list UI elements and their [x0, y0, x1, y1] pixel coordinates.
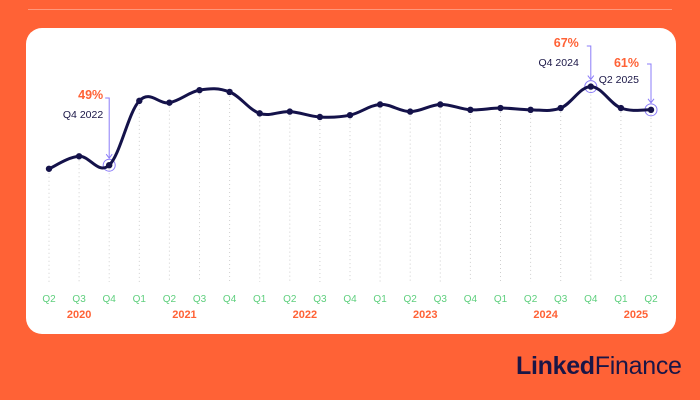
data-point-2	[106, 162, 113, 169]
logo-part-linked: Linked	[516, 352, 595, 380]
year-tick-labels: 2020 2021 2022 2023 2024 2025	[67, 309, 648, 321]
data-point-6	[226, 88, 233, 96]
data-point-14	[467, 106, 474, 114]
quarter-label-11: Q1	[373, 294, 387, 305]
callout-arrow-1	[587, 75, 595, 81]
callout-value-0: 49%	[78, 88, 103, 102]
quarter-label-10: Q4	[343, 294, 357, 305]
data-point-20	[647, 106, 655, 114]
year-label-2022: 2022	[293, 309, 317, 321]
year-label-2024: 2024	[533, 309, 558, 321]
callout-label-1: Q4 2024	[539, 57, 579, 69]
chart-card: 49% Q4 2022 67% Q4 2024 61% Q2 2025 Q2 Q3 Q4 Q1 Q…	[26, 28, 676, 334]
data-point-12	[407, 108, 414, 115]
data-point-0	[45, 165, 53, 172]
quarter-label-14: Q4	[464, 294, 478, 305]
quarter-label-0: Q2	[42, 294, 56, 305]
data-point-3	[136, 97, 143, 105]
quarter-label-1: Q3	[72, 294, 86, 305]
callout-leader-1	[586, 45, 592, 80]
data-point-15	[497, 104, 504, 112]
data-points	[45, 83, 655, 172]
data-point-5	[196, 86, 203, 94]
quarter-label-15: Q1	[494, 294, 508, 305]
data-point-7	[256, 110, 263, 117]
callout-leader-0	[105, 97, 110, 159]
quarter-label-19: Q1	[614, 294, 628, 305]
callout-arrow-0	[105, 153, 113, 160]
callout-ring-0	[102, 158, 116, 172]
callout-label-2: Q2 2025	[599, 74, 639, 86]
quarter-label-4: Q2	[163, 294, 177, 305]
quarter-label-6: Q4	[223, 294, 237, 305]
data-point-9	[316, 113, 324, 121]
grid-lines	[48, 90, 652, 282]
data-point-19	[617, 104, 625, 112]
top-divider	[28, 9, 672, 10]
callout-value-2: 61%	[614, 56, 639, 70]
quarter-label-13: Q3	[434, 294, 448, 305]
year-label-2021: 2021	[172, 309, 196, 321]
quarter-label-3: Q1	[133, 294, 147, 305]
callouts: 49% Q4 2022 67% Q4 2024 61% Q2 2025	[63, 36, 658, 172]
quarter-label-12: Q2	[404, 294, 418, 305]
year-label-2025: 2025	[624, 309, 648, 321]
data-point-13	[437, 101, 444, 108]
quarter-label-5: Q3	[193, 294, 207, 305]
linkedfinance-logo: LinkedFinance	[516, 352, 682, 381]
quarter-label-16: Q2	[524, 294, 538, 305]
quarter-label-9: Q3	[313, 294, 327, 305]
quarter-label-18: Q4	[584, 294, 598, 305]
quarter-label-2: Q4	[103, 294, 117, 305]
data-point-17	[557, 104, 564, 112]
data-point-4	[166, 99, 173, 106]
quarter-tick-labels: Q2 Q3 Q4 Q1 Q2 Q3 Q4 Q1 Q2 Q3 Q4 Q1 Q2 Q3 Q4 Q1 Q2 Q3 Q4 Q1…	[42, 294, 658, 305]
quarter-label-8: Q2	[283, 294, 297, 305]
data-point-11	[376, 101, 384, 108]
callout-label-0: Q4 2022	[63, 109, 103, 121]
data-point-10	[346, 111, 354, 119]
data-point-16	[527, 106, 534, 114]
data-point-8	[286, 108, 293, 115]
callout-value-1: 67%	[554, 36, 579, 50]
logo-part-finance: Finance	[594, 352, 682, 380]
data-point-1	[75, 153, 83, 160]
data-point-18	[587, 83, 594, 90]
callout-ring-1	[584, 80, 598, 94]
quarter-label-17: Q3	[554, 294, 568, 305]
quarter-label-7: Q1	[253, 294, 267, 305]
callout-arrow-2	[647, 98, 655, 104]
year-label-2020: 2020	[67, 309, 91, 321]
callout-leader-2	[647, 63, 652, 103]
quarter-label-20: Q2	[644, 294, 658, 305]
year-label-2023: 2023	[413, 309, 437, 321]
